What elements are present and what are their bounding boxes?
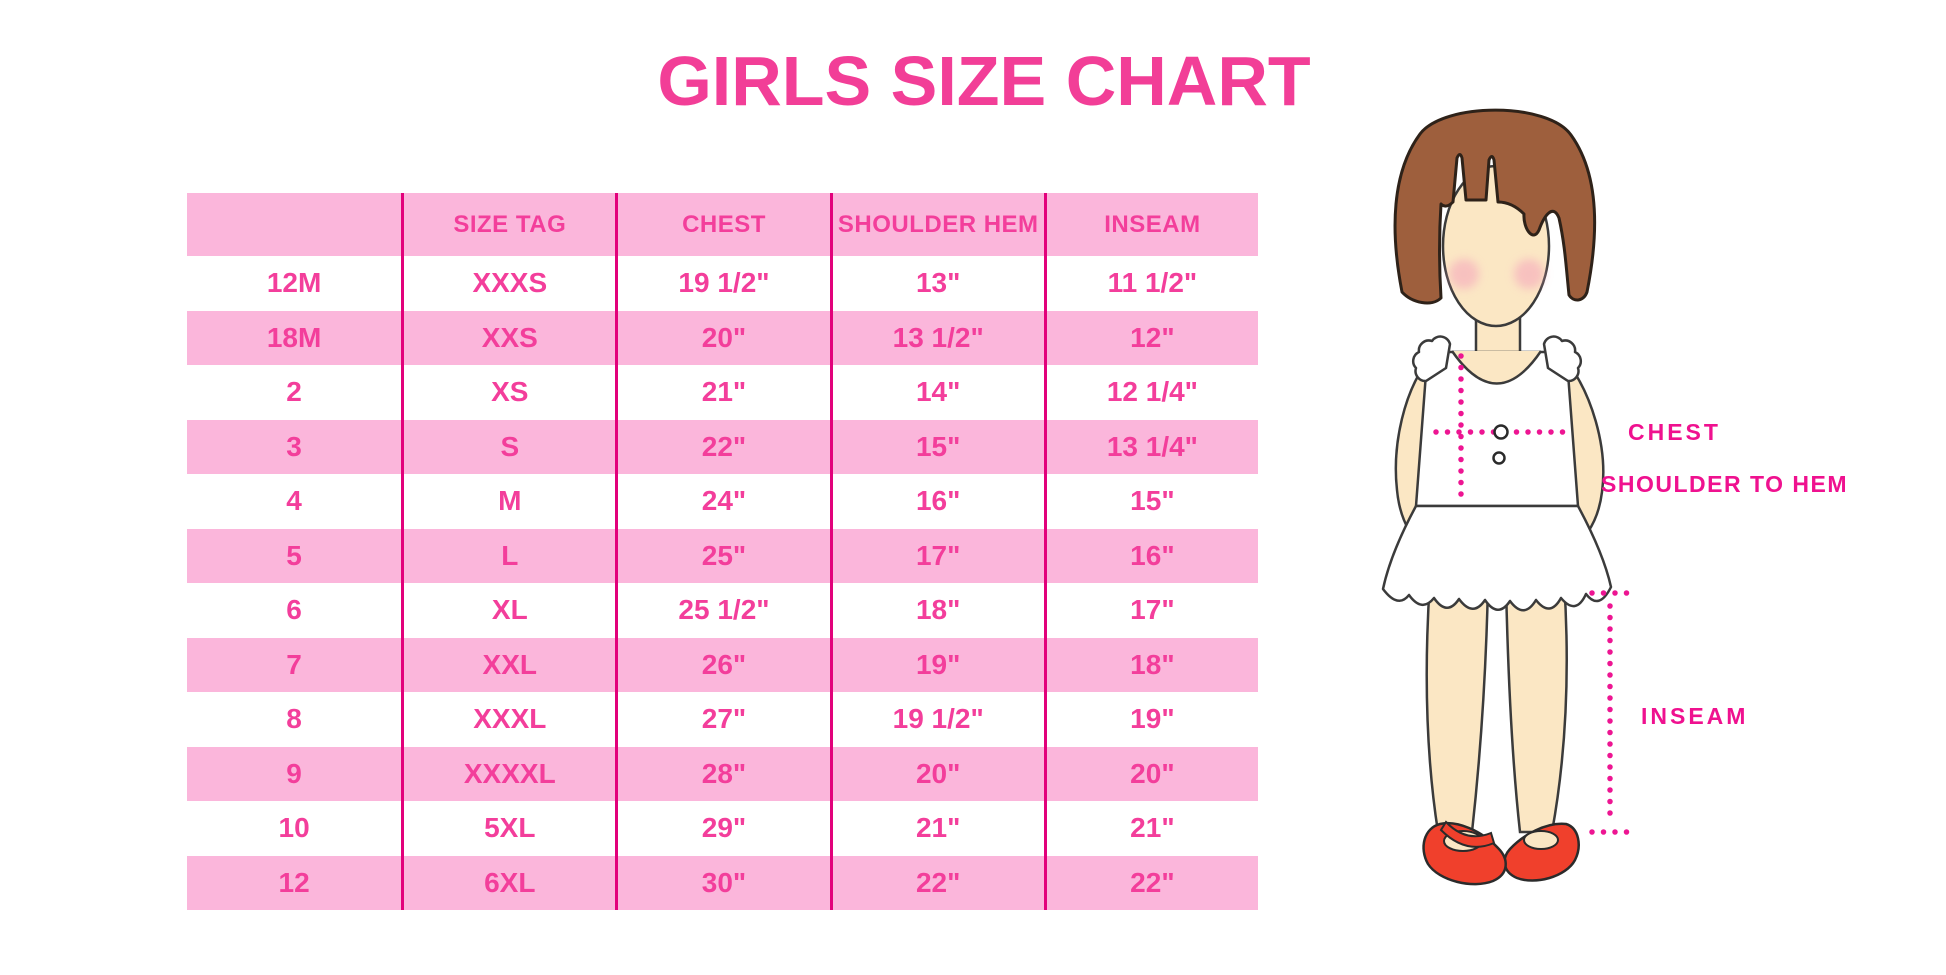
measurement-cell: 18" — [829, 583, 1044, 638]
measurement-cell: 30" — [615, 855, 830, 910]
measurement-cell: 13 1/2" — [829, 310, 1044, 365]
page-title: GIRLS SIZE CHART — [657, 42, 1311, 120]
measurement-cell: 21" — [615, 365, 830, 420]
size-cell: 2 — [187, 365, 402, 420]
measurement-cell: 13" — [829, 256, 1044, 311]
top-buttons — [1492, 424, 1509, 465]
size-cell: 3 — [187, 419, 402, 474]
measurement-cell: XL — [401, 583, 616, 638]
size-cell: 10 — [187, 801, 402, 856]
measurement-cell: 26" — [615, 637, 830, 692]
size-cell: 7 — [187, 637, 402, 692]
size-cell: 8 — [187, 692, 402, 747]
chest-label: CHEST — [1628, 419, 1721, 445]
size-cell: 5 — [187, 528, 402, 583]
column-header: SHOULDER HEM — [829, 193, 1044, 256]
measurement-cell: 19 1/2" — [615, 256, 830, 311]
shoulder-ruffle-right — [1542, 335, 1583, 383]
measurement-cell: 12 1/4" — [1043, 365, 1258, 420]
measurement-cell: 22" — [829, 855, 1044, 910]
column-header: SIZE TAG — [401, 193, 616, 256]
shoulder-ruffle-left — [1411, 335, 1452, 383]
measurement-cell: 19 1/2" — [829, 692, 1044, 747]
measurement-cell: 11 1/2" — [1043, 256, 1258, 311]
size-cell: 18M — [187, 310, 402, 365]
measurement-cell: 17" — [1043, 583, 1258, 638]
girl-figure-illustration: CHEST SHOULDER TO HEM INSEAM — [1381, 108, 1848, 886]
measurement-cell: 29" — [615, 801, 830, 856]
measurement-cell: 20" — [1043, 746, 1258, 801]
measurement-cell: XXXXL — [401, 746, 616, 801]
cheek-blush-left — [1449, 259, 1479, 289]
measurement-cell: XXXL — [401, 692, 616, 747]
measurement-cell: 20" — [829, 746, 1044, 801]
shoulder-to-hem-label: SHOULDER TO HEM — [1601, 471, 1848, 497]
girl-top — [1411, 335, 1583, 508]
measurement-cell: 24" — [615, 474, 830, 529]
measurement-cell: L — [401, 528, 616, 583]
cheek-blush-right — [1514, 259, 1544, 289]
column-header: CHEST — [615, 193, 830, 256]
inseam-measure-line — [1589, 590, 1631, 835]
measurement-cell: 16" — [1043, 528, 1258, 583]
column-header-empty — [187, 193, 402, 256]
measurement-cell: 15" — [1043, 474, 1258, 529]
measurement-cell: 25 1/2" — [615, 583, 830, 638]
measurement-cell: 28" — [615, 746, 830, 801]
measurement-cell: 6XL — [401, 855, 616, 910]
measurement-cell: 16" — [829, 474, 1044, 529]
measurement-cell: 19" — [829, 637, 1044, 692]
measurement-cell: XS — [401, 365, 616, 420]
measurement-cell: 22" — [615, 419, 830, 474]
inseam-label: INSEAM — [1641, 703, 1748, 729]
measurement-cell: 5XL — [401, 801, 616, 856]
measurement-cell: XXL — [401, 637, 616, 692]
measurement-cell: XXS — [401, 310, 616, 365]
girl-skirt — [1381, 504, 1613, 612]
measurement-cell: XXXS — [401, 256, 616, 311]
size-table: SIZE TAG CHEST SHOULDER HEM INSEAM 12M XXXS 19… — [187, 193, 1258, 910]
girl-shoes — [1422, 820, 1580, 886]
measurement-cell: 17" — [829, 528, 1044, 583]
measurement-cell: S — [401, 419, 616, 474]
measurement-cell: 25" — [615, 528, 830, 583]
girl-legs — [1425, 578, 1568, 834]
measurement-cell: 22" — [1043, 855, 1258, 910]
measurement-cell: 18" — [1043, 637, 1258, 692]
size-cell: 12 — [187, 855, 402, 910]
size-cell: 9 — [187, 746, 402, 801]
measurement-cell: 21" — [1043, 801, 1258, 856]
measurement-cell: 15" — [829, 419, 1044, 474]
measurement-diagram: CHEST SHOULDER TO HEM INSEAM — [1340, 60, 1946, 970]
measurement-cell: 20" — [615, 310, 830, 365]
measurement-cell: M — [401, 474, 616, 529]
measurement-cell: 19" — [1043, 692, 1258, 747]
measurement-cell: 13 1/4" — [1043, 419, 1258, 474]
measurement-cell: 27" — [615, 692, 830, 747]
measurement-cell: 14" — [829, 365, 1044, 420]
measurement-cell: 12" — [1043, 310, 1258, 365]
column-header: INSEAM — [1043, 193, 1258, 256]
size-cell: 6 — [187, 583, 402, 638]
girl-hair — [1393, 108, 1597, 305]
size-cell: 4 — [187, 474, 402, 529]
measurement-cell: 21" — [829, 801, 1044, 856]
size-cell: 12M — [187, 256, 402, 311]
